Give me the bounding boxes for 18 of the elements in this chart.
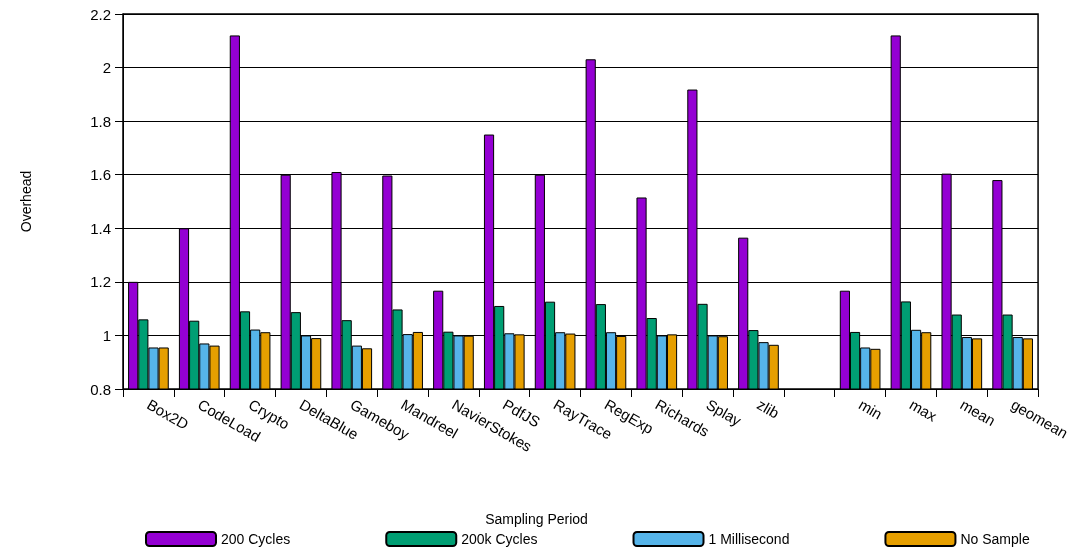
legend-label: 200 Cycles: [221, 531, 291, 547]
y-tick-label: 1.2: [90, 273, 111, 291]
y-tick-label: 0.8: [90, 380, 111, 398]
y-axis-title: Overhead: [18, 170, 34, 233]
y-tick-label: 1.4: [90, 219, 111, 237]
y-tick-label: 2: [102, 59, 111, 77]
x-tick-label: min: [855, 395, 886, 423]
y-tick-label: 1.6: [90, 166, 111, 184]
x-tick-label: mean: [957, 395, 999, 430]
x-tick-label: zlib: [754, 395, 783, 422]
y-tick-label: 1: [102, 326, 111, 344]
legend-title: Sampling Period: [485, 511, 588, 527]
y-tick-label: 1.8: [90, 112, 111, 130]
legend-label: 200k Cycles: [461, 531, 538, 547]
x-tick-label: max: [906, 395, 941, 425]
y-tick-label: 2.2: [90, 5, 111, 23]
legend-label: 1 Millisecond: [708, 531, 790, 547]
legend-label: No Sample: [960, 531, 1030, 547]
